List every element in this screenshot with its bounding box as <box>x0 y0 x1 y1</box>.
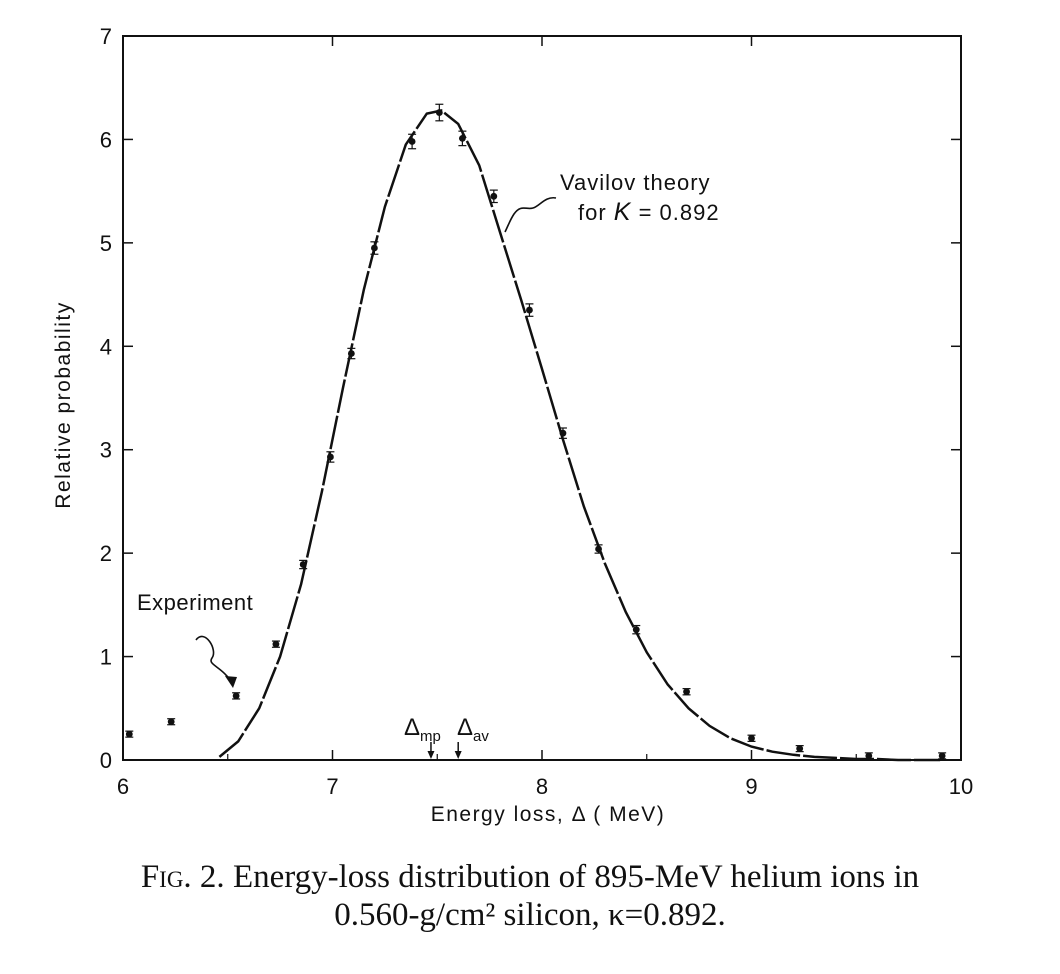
experiment-point <box>682 688 691 696</box>
y-tick-label: 5 <box>100 231 112 256</box>
theory-label-line1: Vavilov theory <box>560 170 711 195</box>
x-tick-label: 6 <box>117 774 129 799</box>
plot-frame <box>122 35 962 761</box>
experiment-point <box>271 640 280 648</box>
experiment-point <box>594 544 603 554</box>
y-tick-label: 7 <box>100 24 112 49</box>
x-tick-label: 10 <box>949 774 973 799</box>
data-point <box>559 429 567 437</box>
delta-av-label: Δav <box>457 714 489 745</box>
y-tick-label: 6 <box>100 127 112 152</box>
theory-label-line2: for K = 0.892 <box>578 198 720 226</box>
experiment-point <box>525 303 534 317</box>
data-point <box>435 109 443 116</box>
experiment-point <box>167 718 176 726</box>
y-tick-labels: 0 1 2 3 4 5 6 7 <box>100 24 112 773</box>
caption-figure-label: Fig. 2. <box>140 859 225 895</box>
x-tick-label: 9 <box>745 774 757 799</box>
delta-av-arrow <box>454 742 462 759</box>
experiment-point <box>347 347 356 360</box>
data-point <box>272 640 280 648</box>
x-axis-label: Energy loss, Δ ( MeV) <box>431 803 666 826</box>
data-point <box>167 718 175 726</box>
experiment-point <box>558 427 567 439</box>
data-point <box>408 138 416 145</box>
theory-pointer <box>504 196 557 233</box>
data-point <box>632 626 640 634</box>
y-tick-label: 2 <box>100 541 112 566</box>
data-point <box>232 692 240 700</box>
x-tick-labels: 6 7 8 9 10 <box>117 774 973 799</box>
experiment-point <box>458 130 467 147</box>
experiment-point <box>795 745 804 753</box>
chart: 6 7 8 9 10 0 1 2 3 4 5 6 7 Energy loss, Δ ( MeV) Re… <box>52 24 973 826</box>
data-point <box>748 734 755 742</box>
delta-mp-label: Δmp <box>404 714 441 745</box>
experiment-point <box>370 241 379 255</box>
delta-av-subscript: av <box>473 728 489 745</box>
experiment-point <box>299 559 308 570</box>
experiment-point <box>326 451 335 463</box>
figure-caption: Fig. 2. Energy-loss distribution of 895-… <box>0 858 1060 934</box>
delta-markers <box>427 742 462 759</box>
experiment-point <box>408 133 417 150</box>
experiment-arrow <box>195 635 234 685</box>
y-tick-label: 4 <box>100 334 112 359</box>
data-point <box>490 192 498 200</box>
x-tick-label: 7 <box>326 774 338 799</box>
experiment-arrowhead <box>225 676 237 688</box>
data-point <box>371 244 378 252</box>
experiment-point <box>938 752 947 760</box>
experiment-point <box>747 734 756 742</box>
y-axis-label: Relative probability <box>52 301 75 508</box>
data-point <box>327 453 334 461</box>
caption-line-1: Fig. 2. Energy-loss distribution of 895-… <box>0 858 1060 896</box>
experiment-point <box>435 103 444 122</box>
data-point <box>595 545 602 553</box>
experiment-point <box>864 752 873 760</box>
data-point <box>683 688 690 696</box>
data-point <box>526 306 533 314</box>
x-tick-label: 8 <box>536 774 548 799</box>
vavilov-theory-curve <box>218 109 941 762</box>
delta-mp-arrow <box>427 742 435 759</box>
data-point <box>938 752 946 760</box>
experiment-point <box>125 730 134 738</box>
data-point <box>347 350 355 357</box>
caption-line-1-text: Energy-loss distribution of 895-MeV heli… <box>232 859 920 895</box>
y-tick-label: 1 <box>100 645 112 670</box>
y-tick-label: 3 <box>100 438 112 463</box>
data-point <box>125 730 133 738</box>
experiment-label: Experiment <box>137 590 253 615</box>
kappa-symbol: K <box>614 198 632 226</box>
experiment-points <box>125 103 947 760</box>
experiment-point <box>632 624 641 635</box>
delta-mp-arrow-head <box>427 751 435 759</box>
experiment-point <box>232 692 241 700</box>
y-tick-label: 0 <box>100 748 112 773</box>
tick-marks <box>122 35 962 761</box>
experiment-point <box>489 189 498 204</box>
data-point <box>865 752 873 760</box>
delta-mp-subscript: mp <box>420 728 441 745</box>
caption-line-2: 0.560-g/cm² silicon, κ=0.892. <box>334 897 726 933</box>
data-point <box>796 745 804 753</box>
data-point <box>299 561 307 568</box>
delta-av-arrow-head <box>454 751 462 759</box>
data-point <box>458 134 466 142</box>
